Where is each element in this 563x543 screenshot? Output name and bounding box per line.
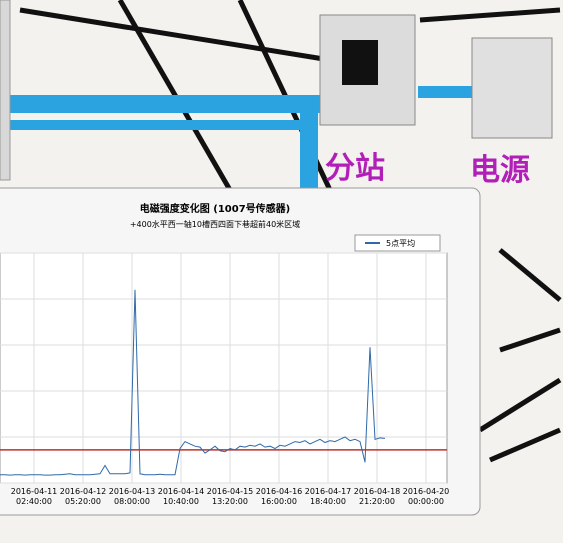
blue-pipe xyxy=(10,120,300,130)
legend-label: 5点平均 xyxy=(386,238,415,248)
plot-area xyxy=(0,252,448,484)
x-tick-label: 02:40:00 xyxy=(16,497,52,506)
x-tick-label: 2016-04-13 xyxy=(109,487,156,496)
x-tick-label: 05:20:00 xyxy=(65,497,101,506)
screen-display xyxy=(342,40,378,85)
x-tick-label: 2016-04-14 xyxy=(158,487,205,496)
x-tick-label: 21:20:00 xyxy=(359,497,395,506)
x-tick-label: 00:00:00 xyxy=(408,497,444,506)
blue-pipe xyxy=(10,95,320,113)
label: 电源 xyxy=(470,153,530,188)
x-tick-label: 2016-04-16 xyxy=(256,487,303,496)
data-line xyxy=(0,289,386,476)
x-tick-label: 16:00:00 xyxy=(261,497,297,506)
legend xyxy=(354,234,441,252)
x-tick-label: 2016-04-12 xyxy=(60,487,107,496)
x-tick-label: 2016-04-11 xyxy=(11,487,58,496)
blue-pipe xyxy=(300,95,318,190)
side-panel xyxy=(0,0,11,181)
x-tick-label: 2016-04-17 xyxy=(305,487,352,496)
x-tick-label: 13:20:00 xyxy=(212,497,248,506)
x-tick-label: 08:00:00 xyxy=(114,497,150,506)
blue-pipe xyxy=(418,86,478,98)
x-tick-label: 18:40:00 xyxy=(310,497,346,506)
x-tick-label: 2016-04-15 xyxy=(207,487,254,496)
x-tick-label: 10:40:00 xyxy=(163,497,199,506)
chart-subtitle: +400水平西一轴10槽西四面下巷超前40米区域 xyxy=(130,219,300,229)
x-tick-label: 2016-04-20 xyxy=(403,487,450,496)
chart-title: 电磁强度变化图 (1007号传感器) xyxy=(140,202,290,215)
label: 分站 xyxy=(325,151,385,186)
power-box xyxy=(471,37,553,139)
x-tick-label: 2016-04-18 xyxy=(354,487,401,496)
